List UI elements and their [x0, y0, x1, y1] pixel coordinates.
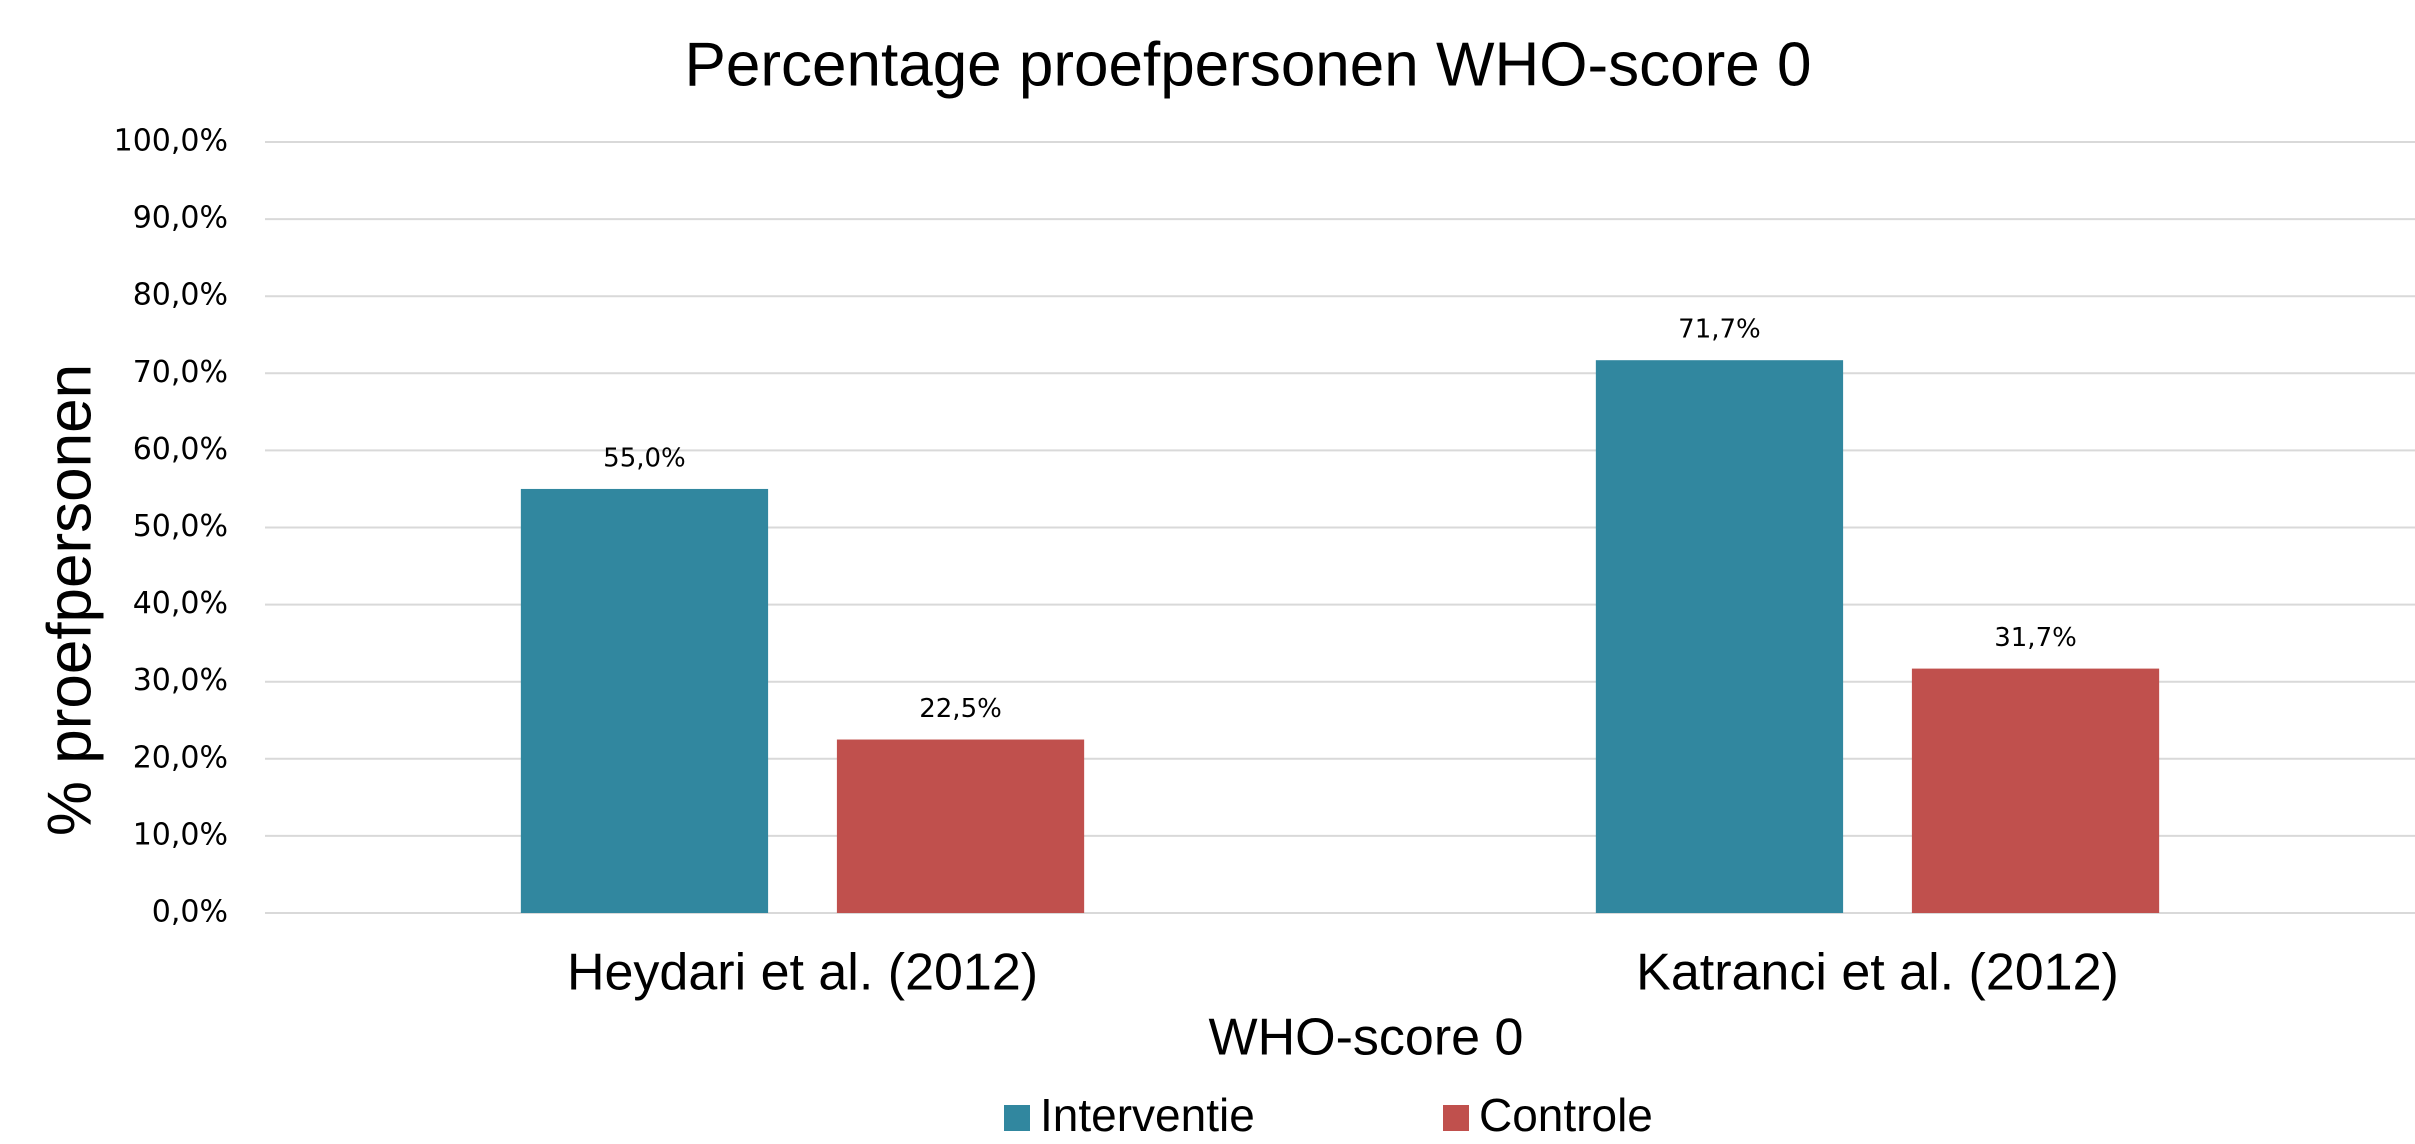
y-tick-label: 80,0% — [133, 278, 228, 313]
legend-label: Interventie — [1040, 1089, 1255, 1141]
bar — [1911, 668, 2160, 913]
y-tick-label: 90,0% — [133, 201, 228, 236]
y-tick-label: 50,0% — [133, 509, 228, 544]
bar — [520, 488, 769, 913]
x-tick-label: Katranci et al. (2012) — [1636, 944, 2119, 1002]
bar — [1595, 360, 1844, 913]
data-label: 55,0% — [603, 443, 686, 473]
y-tick-label: 60,0% — [133, 432, 228, 467]
legend-label: Controle — [1479, 1089, 1653, 1141]
x-axis-label: WHO-score 0 — [1209, 1009, 1524, 1067]
y-tick-label: 10,0% — [133, 817, 228, 852]
data-label: 22,5% — [919, 694, 1002, 724]
y-axis-label: % proefpersonen — [35, 364, 104, 836]
legend-swatch — [1443, 1105, 1469, 1131]
y-tick-label: 0,0% — [152, 895, 228, 930]
legend-swatch — [1004, 1105, 1030, 1131]
data-label: 31,7% — [1994, 623, 2077, 653]
y-tick-label: 30,0% — [133, 663, 228, 698]
x-tick-label: Heydari et al. (2012) — [567, 944, 1038, 1002]
y-tick-label: 40,0% — [133, 586, 228, 621]
data-label: 71,7% — [1678, 315, 1761, 345]
y-tick-label: 100,0% — [114, 124, 228, 159]
chart-title: Percentage proefpersonen WHO-score 0 — [685, 30, 1812, 99]
y-tick-label: 20,0% — [133, 740, 228, 775]
y-tick-label: 70,0% — [133, 355, 228, 390]
bar — [836, 739, 1085, 913]
